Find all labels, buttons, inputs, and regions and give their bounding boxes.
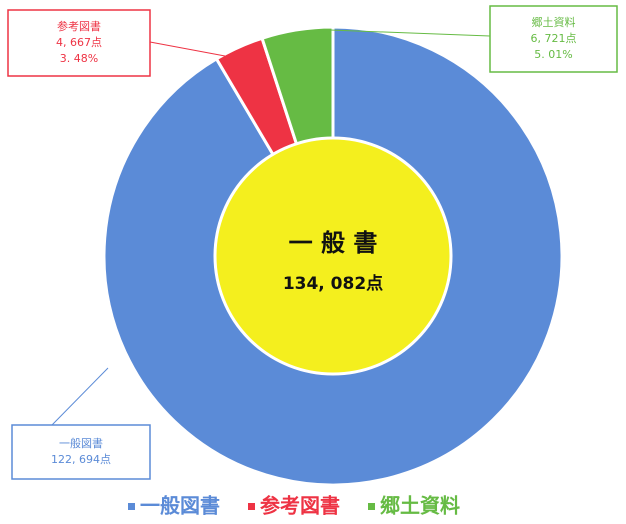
leader-line [329,29,491,37]
legend-label: 郷土資料 [380,494,460,518]
callout-text: 5. 01% [534,48,572,61]
callout-text: 一般図書 [59,436,103,450]
callout-text: 郷土資料 [532,15,576,29]
callout-text: 参考図書 [57,19,101,33]
callout-text: 3. 48% [60,52,98,65]
callout-text: 6, 721点 [531,32,577,45]
leader-line [51,367,109,426]
legend-swatch [248,503,255,510]
callout-text: 4, 667点 [56,36,102,49]
legend: 一般図書 参考図書 郷土資料 [128,494,460,518]
callout-text: 122, 694点 [51,453,111,466]
center-title: 一 般 書 [289,229,378,257]
legend-label: 一般図書 [140,494,220,518]
center-label: 134, 082点 [283,273,383,294]
callout-box [489,5,618,73]
donut-center [213,136,453,376]
legend-label: 参考図書 [260,494,340,518]
legend-swatch [368,503,375,510]
leader-line [149,41,226,57]
legend-swatch [128,503,135,510]
callout-box [11,424,151,480]
callout-box [7,9,151,77]
